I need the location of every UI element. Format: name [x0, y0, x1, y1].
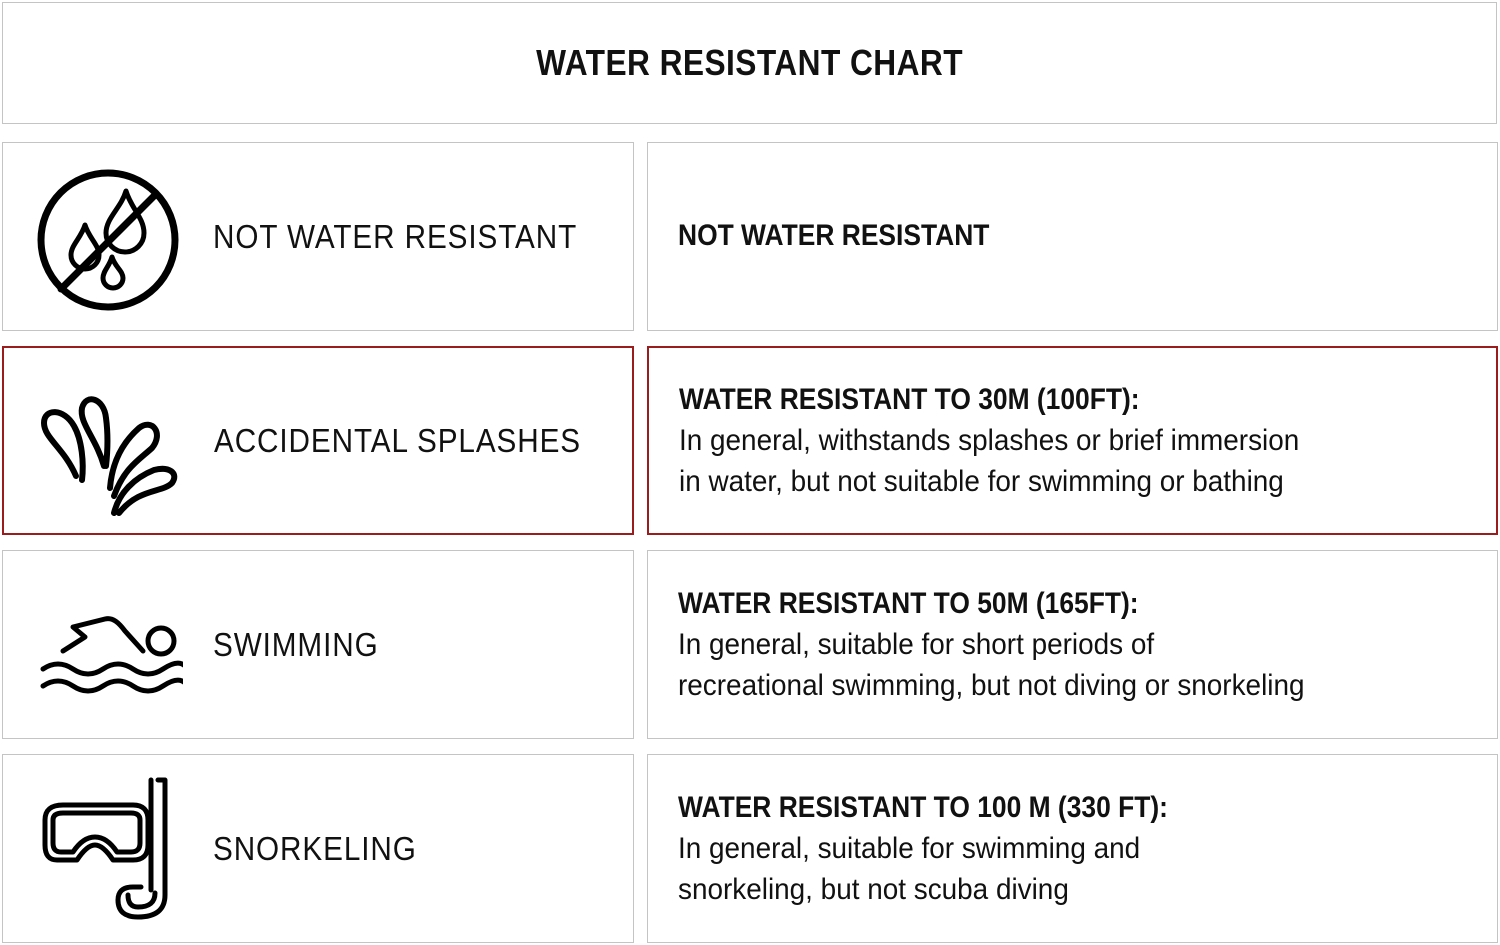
- row-label-cell-swimming: SWIMMING: [2, 550, 634, 739]
- row-heading: WATER RESISTANT TO 50M (165FT):: [678, 587, 1139, 620]
- row-body-line: In general, withstands splashes or brief…: [679, 424, 1300, 457]
- row-body-line: in water, but not suitable for swimming …: [679, 465, 1284, 498]
- row-heading: WATER RESISTANT TO 100 M (330 FT):: [678, 791, 1168, 824]
- row-desc-cell-snorkeling: WATER RESISTANT TO 100 M (330 FT): In ge…: [647, 754, 1498, 943]
- row-label: ACCIDENTAL SPLASHES: [214, 421, 582, 459]
- row-body-line: recreational swimming, but not diving or…: [678, 669, 1305, 702]
- row-label-cell-snorkeling: SNORKELING: [2, 754, 634, 943]
- chart-title-box: WATER RESISTANT CHART: [2, 2, 1497, 124]
- row-heading: WATER RESISTANT TO 30M (100FT):: [679, 383, 1140, 416]
- row-desc-cell-swimming: WATER RESISTANT TO 50M (165FT): In gener…: [647, 550, 1498, 739]
- row-heading: NOT WATER RESISTANT: [678, 219, 990, 252]
- row-label: SWIMMING: [213, 625, 379, 663]
- snorkel-mask-icon: [42, 777, 168, 920]
- splash-icon: [41, 396, 178, 516]
- swimmer-icon: [40, 616, 183, 694]
- row-label: SNORKELING: [213, 829, 417, 867]
- row-body-line: In general, suitable for short periods o…: [678, 628, 1155, 661]
- row-label: NOT WATER RESISTANT: [213, 217, 578, 255]
- row-body-line: In general, suitable for swimming and: [678, 832, 1141, 865]
- no-water-icon: [37, 169, 179, 311]
- chart-title: WATER RESISTANT CHART: [536, 42, 963, 83]
- row-desc-cell-not-water-resistant: NOT WATER RESISTANT: [647, 142, 1498, 331]
- row-body-line: snorkeling, but not scuba diving: [678, 873, 1069, 906]
- row-label-cell-accidental-splashes: ACCIDENTAL SPLASHES: [2, 346, 634, 535]
- row-label-cell-not-water-resistant: NOT WATER RESISTANT: [2, 142, 634, 331]
- row-desc-cell-accidental-splashes: WATER RESISTANT TO 30M (100FT): In gener…: [647, 346, 1498, 535]
